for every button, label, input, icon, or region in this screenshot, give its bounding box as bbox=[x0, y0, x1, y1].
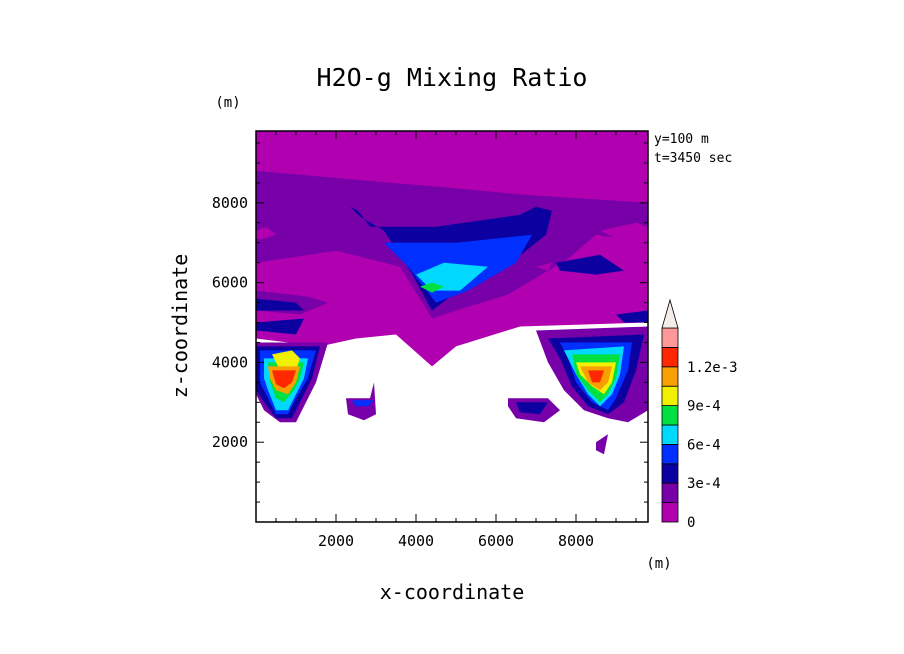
x-unit-label: (m) bbox=[646, 556, 671, 572]
colorbar-extend-arrow bbox=[661, 298, 679, 329]
y-tick-label: 2000 bbox=[212, 433, 248, 451]
colorbar-label: 6e-4 bbox=[687, 437, 721, 453]
contour-region-9 bbox=[336, 258, 352, 269]
contour-region-18 bbox=[272, 370, 296, 389]
chart-title: H2O-g Mixing Ratio bbox=[317, 63, 588, 92]
colorbar-segment bbox=[661, 463, 679, 484]
contour-region-34 bbox=[556, 254, 624, 275]
colorbar-segment bbox=[661, 405, 679, 426]
contour-region-33 bbox=[536, 262, 552, 271]
contour-region-5 bbox=[420, 282, 444, 293]
x-tick-label: 2000 bbox=[318, 532, 354, 550]
colorbar-segment bbox=[661, 327, 679, 348]
x-axis-label: x-coordinate bbox=[380, 580, 525, 604]
colorbar-labels: 0 3e-4 6e-4 9e-4 1.2e-3 bbox=[687, 360, 738, 531]
contour-region-30 bbox=[588, 370, 604, 383]
colorbar-segment bbox=[661, 482, 679, 504]
annotation-time: t=3450 sec bbox=[654, 151, 732, 166]
colorbar-segment bbox=[661, 502, 679, 523]
annotation-y-position: y=100 m bbox=[654, 132, 709, 147]
contour-region-20 bbox=[352, 400, 374, 407]
contour-region-31 bbox=[596, 434, 608, 455]
colorbar-segment bbox=[661, 385, 679, 407]
colorbar-label: 0 bbox=[687, 515, 695, 531]
y-axis-label: z-coordinate bbox=[168, 254, 192, 399]
colorbar-segment bbox=[661, 346, 679, 368]
contour-region-8 bbox=[256, 226, 276, 239]
y-tick-label: 8000 bbox=[212, 194, 248, 212]
contour-fill-area bbox=[256, 131, 648, 455]
colorbar-segment bbox=[661, 424, 679, 445]
colorbar bbox=[661, 298, 679, 523]
y-unit-label: (m) bbox=[215, 95, 240, 111]
colorbar-label: 3e-4 bbox=[687, 476, 721, 492]
y-tick-label: 4000 bbox=[212, 353, 248, 371]
colorbar-segment bbox=[661, 443, 679, 465]
contour-region-32 bbox=[600, 222, 648, 247]
contour-region-22 bbox=[516, 402, 548, 415]
contour-region-16 bbox=[272, 350, 300, 371]
colorbar-segment bbox=[661, 366, 679, 387]
plot-frame bbox=[255, 130, 649, 523]
x-tick-label: 8000 bbox=[558, 532, 594, 550]
contour-region-7 bbox=[256, 298, 304, 311]
axis-tick-labels: 2000 4000 6000 8000 2000 4000 6000 8000 bbox=[212, 194, 594, 550]
colorbar-label: 9e-4 bbox=[687, 399, 721, 415]
x-tick-label: 6000 bbox=[478, 532, 514, 550]
contour-region-35 bbox=[616, 310, 648, 323]
contour-region-10 bbox=[256, 318, 304, 335]
colorbar-label: 1.2e-3 bbox=[687, 360, 738, 376]
x-tick-label: 4000 bbox=[398, 532, 434, 550]
y-tick-label: 6000 bbox=[212, 274, 248, 292]
